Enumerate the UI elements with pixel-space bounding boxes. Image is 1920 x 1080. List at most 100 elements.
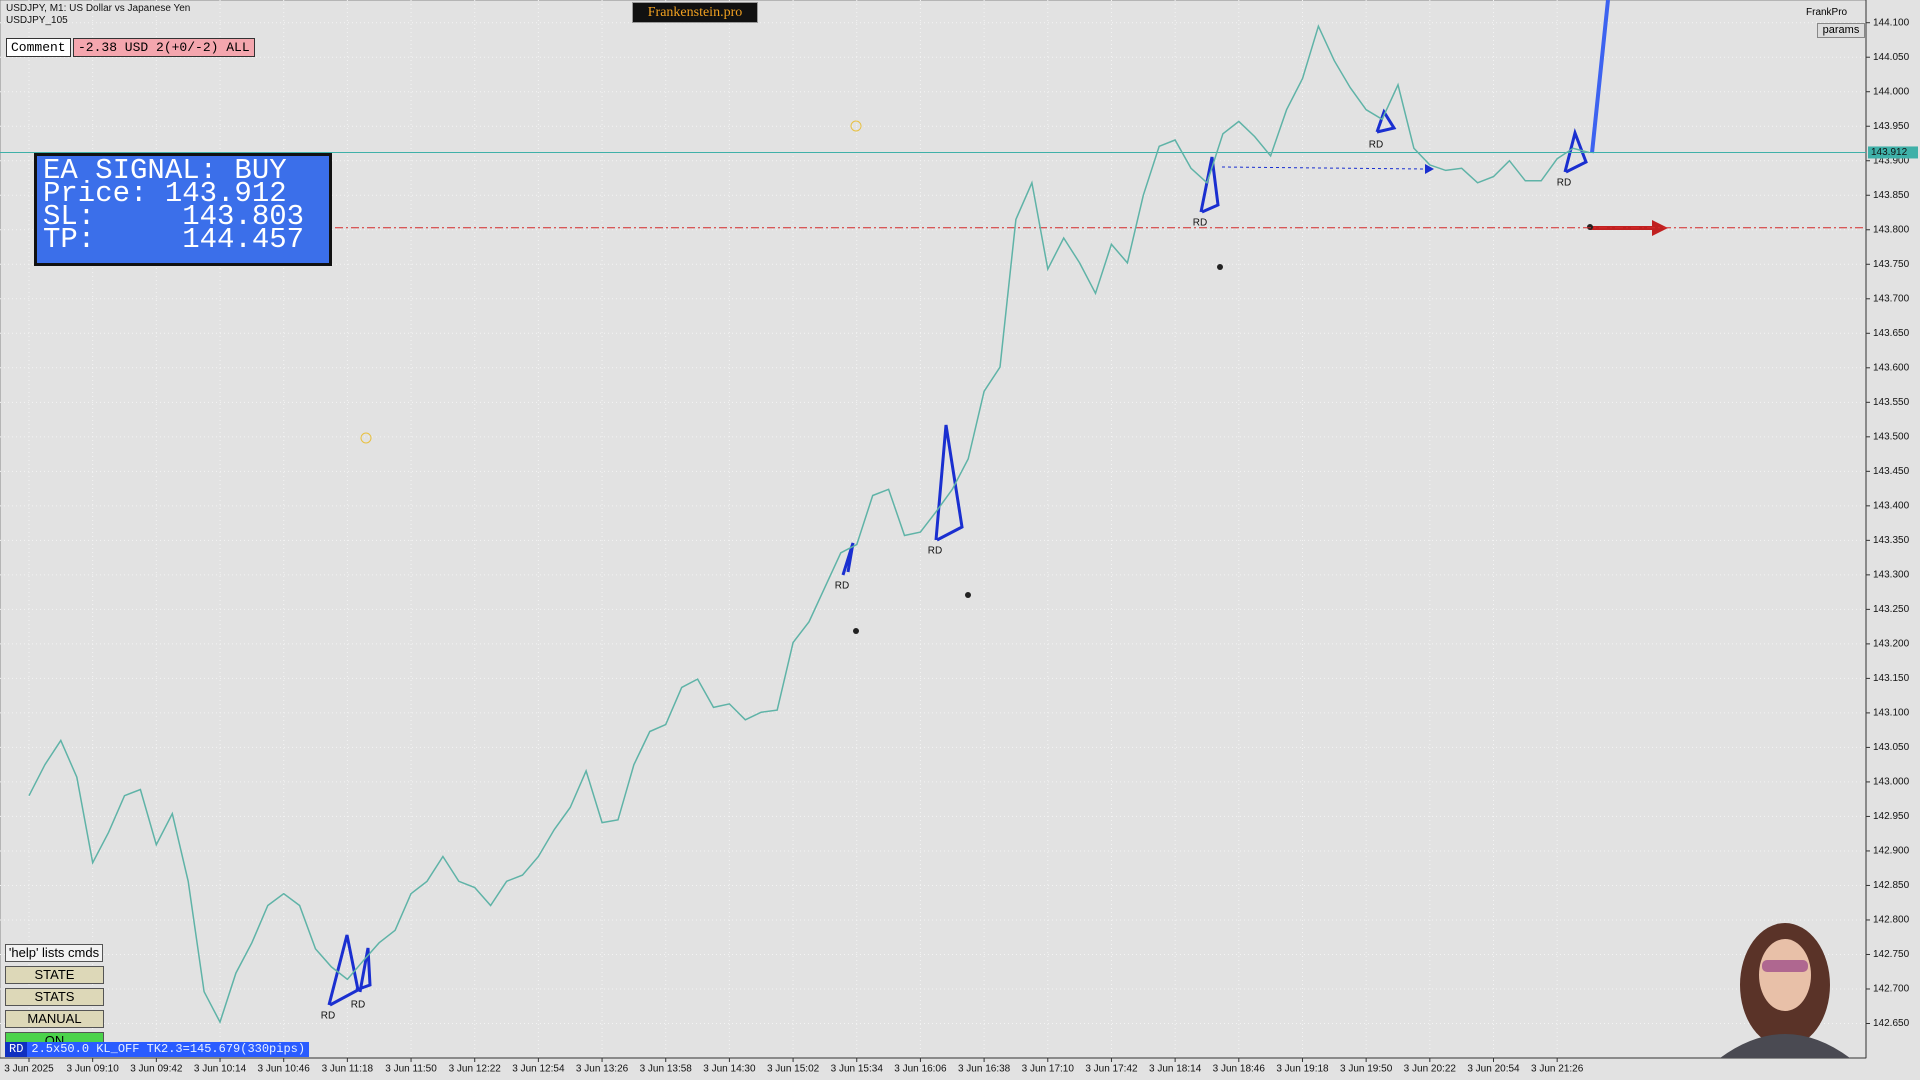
y-tick-label: 142.700 (1873, 984, 1910, 995)
comment-label: Comment (6, 38, 71, 57)
y-tick-label: 143.900 (1873, 155, 1910, 166)
y-tick-label: 143.300 (1873, 570, 1910, 581)
x-tick-label: 3 Jun 18:46 (1213, 1064, 1266, 1075)
annotation: RD (321, 1011, 335, 1022)
button-panel: 'help' lists cmds STATE STATS MANUAL ON (5, 944, 104, 1054)
x-tick-label: 3 Jun 18:14 (1149, 1064, 1202, 1075)
y-tick-label: 143.050 (1873, 742, 1910, 753)
drawings (327, 0, 1850, 1058)
marker (853, 628, 859, 634)
x-tick-label: 3 Jun 17:42 (1085, 1064, 1138, 1075)
signal-line (1590, 0, 1610, 154)
signal-box: EA SIGNAL: BUY Price: 143.912 SL: 143.80… (34, 153, 332, 266)
button[interactable]: MANUAL (5, 1010, 104, 1028)
y-tick-label: 143.200 (1873, 639, 1910, 650)
params-button[interactable]: params (1817, 23, 1865, 38)
y-tick-label: 144.050 (1873, 52, 1910, 63)
y-tick-label: 143.650 (1873, 328, 1910, 339)
y-tick-label: 143.350 (1873, 535, 1910, 546)
x-tick-label: 3 Jun 2025 (4, 1064, 54, 1075)
pattern (355, 947, 372, 993)
x-tick-label: 3 Jun 10:14 (194, 1064, 247, 1075)
x-tick-label: 3 Jun 19:50 (1340, 1064, 1393, 1075)
y-tick-label: 142.950 (1873, 811, 1910, 822)
pattern (934, 424, 964, 542)
marker (850, 120, 862, 132)
x-tick-label: 3 Jun 17:10 (1022, 1064, 1075, 1075)
signal-line: Price: 143.912 (43, 177, 287, 210)
marker (360, 432, 372, 444)
y-tick-label: 144.000 (1873, 86, 1910, 97)
y-tick-label: 143.400 (1873, 500, 1910, 511)
x-tick-label: 3 Jun 10:46 (258, 1064, 311, 1075)
x-tick-label: 3 Jun 19:18 (1276, 1064, 1329, 1075)
y-tick-label: 143.800 (1873, 224, 1910, 235)
y-tick-label: 143.700 (1873, 293, 1910, 304)
x-tick-label: 3 Jun 09:42 (130, 1064, 183, 1075)
button[interactable]: STATE (5, 966, 104, 984)
y-tick-label: 142.750 (1873, 949, 1910, 960)
status-tag: RD (5, 1042, 28, 1057)
x-tick-label: 3 Jun 20:22 (1404, 1064, 1457, 1075)
status-text: 2.5x50.0 KL_OFF TK2.3=145.679(330pips) (27, 1042, 310, 1057)
annotation: RD (1557, 178, 1571, 189)
y-tick-label: 142.800 (1873, 915, 1910, 926)
price-tag (1868, 146, 1918, 159)
x-tick-label: 3 Jun 09:10 (67, 1064, 120, 1075)
y-tick-label: 143.600 (1873, 362, 1910, 373)
arrow-head (1652, 220, 1668, 236)
marker (965, 592, 971, 598)
profile: FrankPro (1806, 7, 1848, 18)
x-tick-label: 3 Jun 13:58 (640, 1064, 693, 1075)
y-tick-label: 142.850 (1873, 880, 1910, 891)
y-tick-label: 143.750 (1873, 259, 1910, 270)
signal-line: TP: 144.457 (43, 223, 305, 256)
y-tick-label: 143.550 (1873, 397, 1910, 408)
y-tick-label: 144.100 (1873, 17, 1910, 28)
x-tick-label: 3 Jun 12:22 (449, 1064, 502, 1075)
annotation: RD (1193, 218, 1207, 229)
pattern (327, 934, 360, 1007)
annotation: RD (835, 581, 849, 592)
symbol: USDJPY, M1: US Dollar vs Japanese Yen (6, 3, 191, 14)
pattern (1375, 108, 1397, 134)
annotation: RD (1369, 140, 1383, 151)
trend-line (1221, 166, 1426, 170)
status-bar: RD 2.5x50.0 KL_OFF TK2.3=145.679(330pips… (5, 1042, 310, 1057)
arrow-head (1425, 164, 1434, 174)
signal-line: EA SIGNAL: BUY (43, 154, 287, 187)
button[interactable]: STATS (5, 988, 104, 1006)
comment-value: -2.38 USD 2(+0/-2) ALL (73, 38, 255, 57)
account: USDJPY_105 (6, 15, 68, 26)
x-tick-label: 3 Jun 15:02 (767, 1064, 820, 1075)
y-tick-label: 143.250 (1873, 604, 1910, 615)
y-tick-label: 143.000 (1873, 777, 1910, 788)
y-tick-label: 142.650 (1873, 1018, 1910, 1029)
annotation: RD (351, 1000, 365, 1011)
x-tick-label: 3 Jun 20:54 (1467, 1064, 1520, 1075)
x-tick-label: 3 Jun 21:26 (1531, 1064, 1584, 1075)
annotation: RD (928, 546, 942, 557)
x-tick-label: 3 Jun 11:18 (322, 1064, 374, 1075)
x-tick-label: 3 Jun 14:30 (703, 1064, 756, 1075)
y-tick-label: 143.950 (1873, 121, 1910, 132)
help-label: 'help' lists cmds (5, 944, 103, 962)
marker (1217, 264, 1223, 270)
y-tick-label: 143.850 (1873, 190, 1910, 201)
marker (1587, 224, 1593, 230)
y-tick-label: 143.500 (1873, 431, 1910, 442)
x-tick-label: 3 Jun 16:06 (894, 1064, 947, 1075)
y-tick-label: 143.100 (1873, 708, 1910, 719)
signal-line: SL: 143.803 (43, 200, 305, 233)
pattern (1199, 156, 1220, 214)
x-tick-label: 3 Jun 12:54 (512, 1064, 565, 1075)
x-tick-label: 3 Jun 11:50 (385, 1064, 437, 1075)
price-tag-label: 143.912 (1871, 147, 1908, 158)
y-tick-label: 143.450 (1873, 466, 1910, 477)
x-tick-label: 3 Jun 16:38 (958, 1064, 1011, 1075)
brand: Frankenstein.pro (632, 2, 758, 23)
y-tick-label: 142.900 (1873, 846, 1910, 857)
avatar (1720, 923, 1850, 1058)
x-tick-label: 3 Jun 15:34 (831, 1064, 884, 1075)
